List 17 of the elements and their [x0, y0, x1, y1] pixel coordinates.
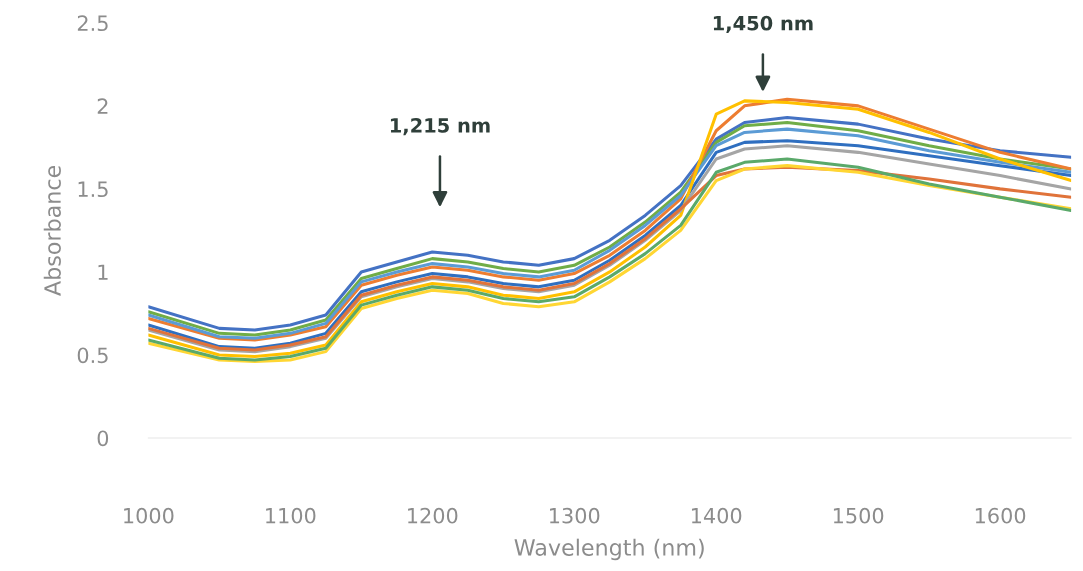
x-tick-label: 1000	[124, 507, 174, 524]
y-tick-label: 0.5	[77, 347, 108, 364]
y-tick-label: 2.5	[77, 15, 108, 32]
x-tick-label: 1500	[833, 507, 884, 524]
y-axis-title: Absorbance	[43, 165, 61, 296]
x-tick-label: 1200	[408, 507, 458, 524]
x-tick-label: 1400	[691, 507, 742, 524]
y-tick-label: 2	[97, 98, 108, 114]
y-tick-label: 1.5	[78, 181, 108, 198]
annotation: 1,215 nm	[390, 117, 490, 136]
x-tick-label: 1300	[550, 507, 600, 524]
x-axis-title: Wavelength (nm)	[514, 538, 704, 561]
x-tick-label: 1100	[266, 507, 316, 524]
x-tick-label: 1600	[975, 507, 1026, 524]
annotation: 1,450 nm	[713, 15, 813, 34]
y-tick-label: 1	[98, 264, 108, 280]
y-tick-label: 0	[97, 430, 109, 447]
